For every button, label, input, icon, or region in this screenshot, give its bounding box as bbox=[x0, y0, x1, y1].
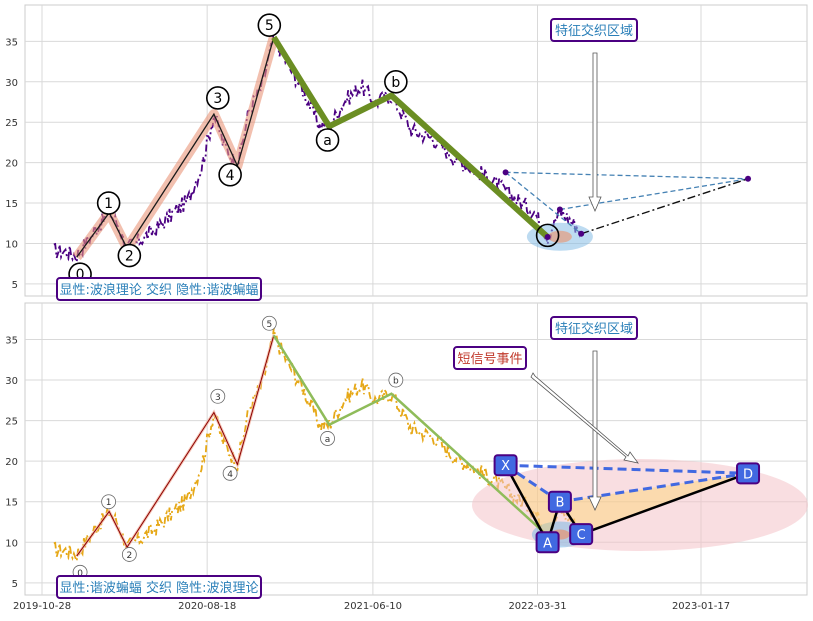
y-tick-label: 10 bbox=[5, 239, 18, 250]
y-tick-label: 30 bbox=[5, 376, 18, 387]
wave-label-marker bbox=[218, 162, 242, 187]
projection-point bbox=[745, 175, 752, 182]
x-tick-label: 2019-10-28 bbox=[13, 601, 71, 612]
wave-label-text: 0 bbox=[77, 569, 83, 579]
y-tick-label: 15 bbox=[5, 498, 18, 509]
y-tick-label: 35 bbox=[5, 336, 18, 347]
harmonic-ratio-line bbox=[504, 463, 561, 503]
harmonic-point-marker bbox=[535, 531, 560, 554]
harmonic-point-marker bbox=[493, 454, 518, 477]
y-tick-label: 25 bbox=[5, 118, 18, 129]
wave-label-marker bbox=[210, 388, 226, 404]
wave-label-marker bbox=[384, 69, 408, 94]
zone-annotation-text: 特征交织区域 bbox=[555, 23, 633, 39]
harmonic-point-label: X bbox=[501, 459, 510, 474]
x-tick-label: 2023-01-17 bbox=[672, 601, 730, 612]
wave-label-marker bbox=[257, 13, 282, 38]
corrective-wave-line bbox=[271, 35, 550, 240]
wave-label-text: a bbox=[325, 435, 331, 445]
projection-point bbox=[556, 206, 563, 213]
y-tick-label: 20 bbox=[5, 159, 18, 170]
y-tick-label: 5 bbox=[12, 280, 18, 291]
y-tick-label: 10 bbox=[5, 538, 18, 549]
wave-label-text: b bbox=[393, 377, 399, 387]
wave-label-text: 5 bbox=[266, 320, 272, 330]
projection-point bbox=[544, 233, 551, 240]
zone-annotation-box bbox=[550, 18, 638, 42]
wave-label-text: b bbox=[391, 75, 400, 91]
wave-label-marker bbox=[121, 547, 137, 562]
harmonic-leg bbox=[504, 464, 549, 543]
harmonic-point-marker bbox=[547, 490, 572, 513]
wave-label-text: 3 bbox=[215, 393, 221, 403]
zone-annotation-arrow bbox=[588, 52, 602, 213]
wave-label-marker bbox=[222, 465, 238, 481]
wave-label-text: 5 bbox=[265, 18, 274, 34]
y-tick-label: 20 bbox=[5, 457, 18, 468]
wave-label-marker bbox=[117, 243, 142, 268]
wave-label-text: 4 bbox=[227, 470, 233, 480]
wave-label-text: 1 bbox=[104, 196, 113, 212]
projection-dashed-line bbox=[505, 171, 749, 180]
harmonic-point-label: C bbox=[577, 528, 586, 543]
harmonic-point-marker bbox=[736, 462, 761, 485]
harmonic-point-label: B bbox=[555, 496, 564, 511]
plot-area bbox=[24, 302, 808, 596]
event-annotation-arrow bbox=[530, 372, 639, 464]
projection-dashdot-line bbox=[580, 178, 749, 235]
legend-annotation-text: 显性:波浪理论 交织 隐性:谐波蝙蝠 bbox=[59, 282, 258, 298]
event-annotation-box bbox=[453, 346, 527, 370]
plot-area bbox=[24, 4, 808, 297]
zone-annotation-text: 特征交织区域 bbox=[555, 321, 633, 337]
x-tick-label: 2020-08-18 bbox=[178, 601, 236, 612]
x-tick-label: 2022-03-31 bbox=[508, 601, 566, 612]
wave-label-marker bbox=[261, 315, 277, 331]
zone-annotation-box bbox=[550, 316, 638, 340]
harmonic-triangle-xab bbox=[505, 465, 560, 543]
wave-label-marker bbox=[96, 191, 121, 215]
wave-label-marker bbox=[206, 86, 230, 110]
event-annotation-text: 短信号事件 bbox=[457, 352, 522, 367]
wave-label-marker bbox=[101, 494, 117, 510]
intersect-zone-core bbox=[547, 230, 572, 243]
legend-annotation-text: 显性:谐波蝙蝠 交织 隐性:波浪理论 bbox=[59, 580, 258, 596]
x-tick-label: 2021-06-10 bbox=[344, 601, 402, 612]
y-tick-label: 35 bbox=[5, 37, 18, 48]
wave-label-marker bbox=[388, 372, 404, 388]
harmonic-point-label: D bbox=[743, 467, 753, 482]
impulse-wave-line bbox=[76, 335, 275, 557]
corrective-wave-line bbox=[272, 334, 549, 537]
wave-label-text: 0 bbox=[76, 267, 85, 283]
legend-annotation-box bbox=[56, 575, 262, 599]
legend-annotation-box bbox=[56, 277, 262, 301]
harmonic-point-label: A bbox=[543, 536, 552, 551]
y-tick-label: 5 bbox=[12, 579, 18, 590]
wave-label-text: 2 bbox=[126, 551, 132, 561]
wave-label-marker bbox=[320, 431, 335, 446]
wave-label-marker bbox=[315, 128, 340, 152]
wave-label-text: 4 bbox=[226, 168, 235, 184]
y-tick-label: 25 bbox=[5, 417, 18, 428]
projection-dashed-line bbox=[505, 171, 582, 235]
wave-label-text: 3 bbox=[213, 91, 222, 107]
projection-point bbox=[502, 169, 509, 176]
wave-label-text: 2 bbox=[125, 249, 134, 265]
harmonic-ratio-line bbox=[505, 463, 749, 475]
wave-label-text: a bbox=[323, 133, 332, 149]
harmonic-leg bbox=[580, 472, 749, 536]
harmonic-point-marker bbox=[569, 523, 594, 546]
projection-point bbox=[578, 230, 585, 237]
harmonic-triangle-bcd bbox=[559, 473, 749, 535]
y-tick-label: 30 bbox=[5, 78, 18, 89]
impulse-wave-line bbox=[76, 37, 275, 258]
wave-label-text: 1 bbox=[106, 498, 112, 508]
y-tick-label: 15 bbox=[5, 199, 18, 210]
wave-label-marker bbox=[535, 223, 560, 248]
price-series-line bbox=[53, 30, 583, 266]
